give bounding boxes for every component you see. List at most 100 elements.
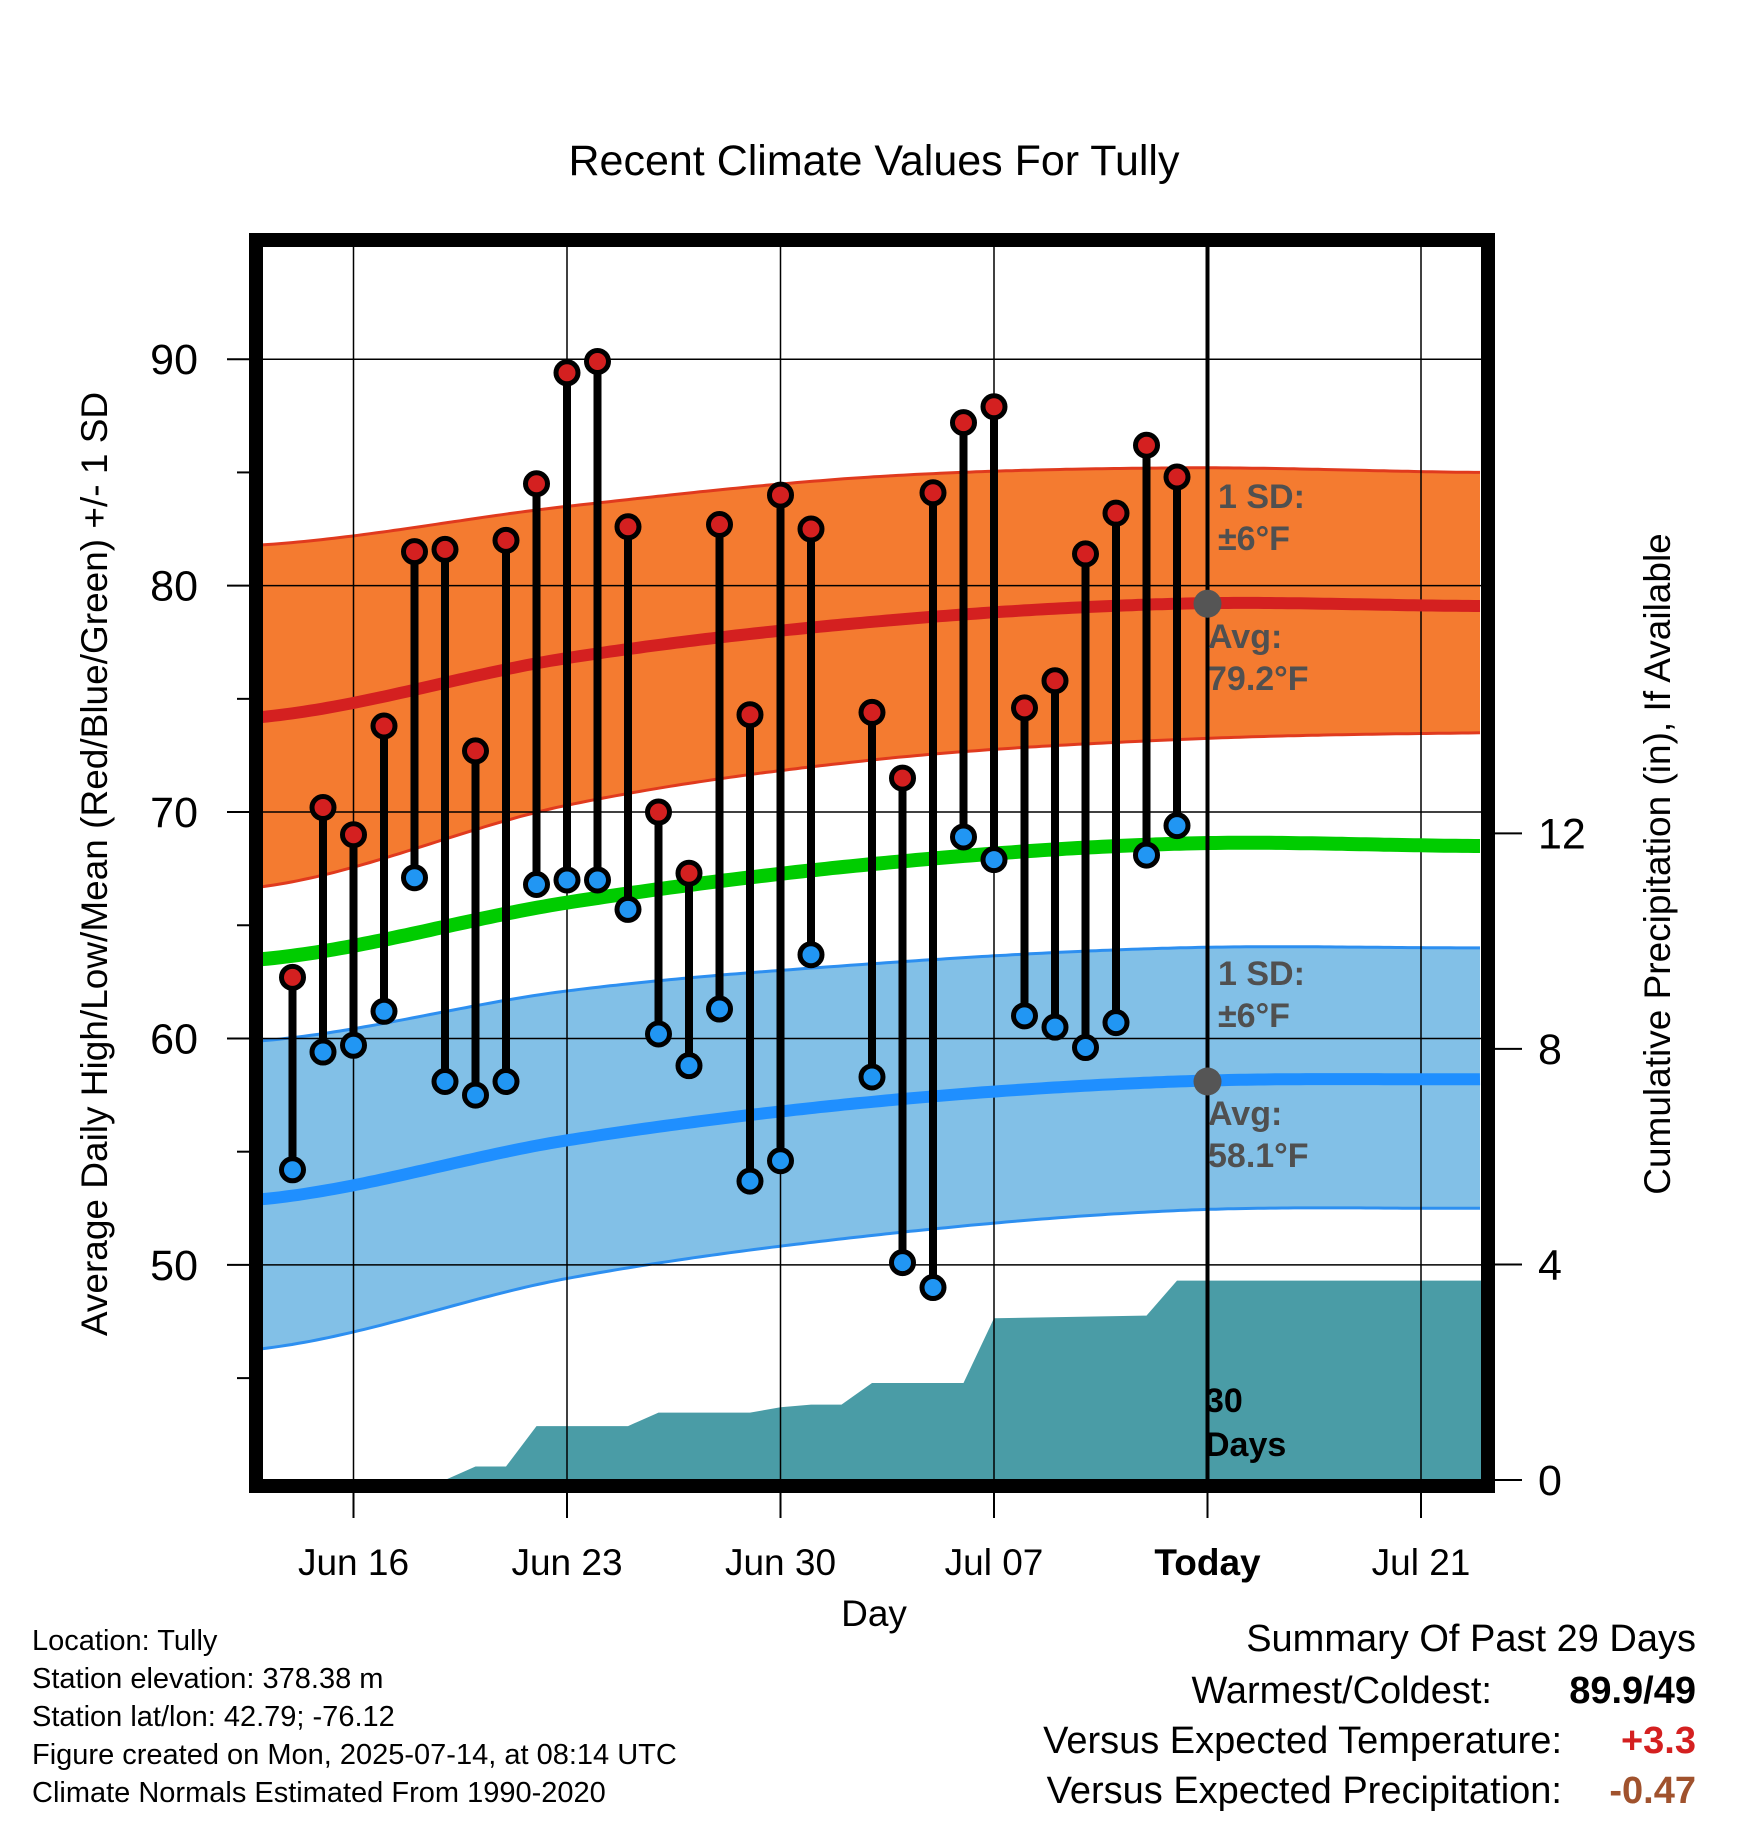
low-avg-line [262,1073,1481,1206]
summary-temp-value: +3.3 [1620,1720,1696,1762]
footer-elevation: Station elevation: 378.38 m [32,1663,384,1695]
daily-low-point [797,941,825,969]
daily-high-point [706,510,733,538]
daily-high-point [858,698,886,726]
daily-low-point [675,1052,703,1080]
daily-low-point [370,997,398,1025]
high-avg-line [262,596,1480,723]
low-avg-annotation: Avg: 58.1°F [1208,1095,1309,1175]
daily-high-point [340,821,367,849]
summary-title: Summary Of Past 29 Days [1246,1618,1696,1660]
daily-low-point [858,1063,886,1091]
daily-low-point [309,1038,337,1066]
daily-high-point [980,393,1008,421]
plot-frame [249,233,1495,1493]
daily-high-point [919,479,947,507]
daily-low-point [645,1020,672,1048]
daily-low-point [919,1274,947,1302]
daily-low-point [1133,841,1160,869]
today-low-marker [1193,1067,1222,1096]
daily-low-point [279,1156,306,1184]
daily-high-point [675,859,703,887]
daily-high-point [279,963,306,991]
daily-low-point [767,1147,794,1175]
daily-high-point [1163,463,1191,491]
precip-area [262,1280,1482,1480]
daily-low-point [1011,1002,1038,1030]
daily-high-point [309,794,337,822]
x-tick-label: Jun 16 [298,1542,409,1583]
summary-temp-label: Versus Expected Temperature: [1043,1720,1562,1762]
high-sd-annotation: 1 SD: ±6°F [1218,478,1305,558]
daily-low-point [462,1081,489,1109]
daily-high-point [1011,694,1038,722]
y-tick-label: 60 [150,1015,198,1063]
daily-high-point [401,538,428,566]
y2-tick-label: 12 [1538,810,1586,858]
daily-high-point [492,526,520,554]
daily-low-point [950,823,977,851]
summary-precip-value: -0.47 [1609,1770,1696,1812]
daily-high-point [950,409,977,437]
x-tick-label: Jul 21 [1372,1542,1471,1583]
daily-high-point [1102,499,1130,527]
daily-high-point [889,764,916,792]
low-sd-annotation: 1 SD: ±6°F [1218,955,1305,1035]
daily-low-point [1072,1034,1099,1062]
low-sd-lower-line [262,1206,1480,1351]
daily-low-point [492,1067,520,1095]
summary-warmest-value: 89.9/49 [1569,1670,1696,1712]
y2-axis-label: Cumulative Precipitation (in), If Availa… [1637,533,1678,1195]
y2-tick-label: 4 [1538,1241,1562,1289]
daily-low-point [1163,812,1191,840]
y-axis-label: Average Daily High/Low/Mean (Red/Blue/Gr… [74,392,115,1336]
x-tick-label: Jun 23 [511,1542,622,1583]
x-tick-label: Jul 07 [945,1542,1044,1583]
high-avg-annotation: Avg: 79.2°F [1208,618,1309,698]
footer-latlon: Station lat/lon: 42.79; -76.12 [32,1701,395,1733]
daily-high-point [614,513,642,541]
y-tick-label: 70 [150,789,198,837]
y-tick-label: 80 [150,563,198,611]
y-tick-label: 50 [150,1242,198,1290]
x-tick-label: Today [1154,1542,1261,1583]
summary-precip-row: Versus Expected Precipitation: -0.47 [1047,1770,1696,1813]
daily-high-point [645,798,672,826]
plot-layer: 1 SD: ±6°F Avg: 79.2°F 1 SD: ±6°F Avg: 58.1°F 30… [150,233,1586,1583]
daily-high-point [584,347,611,375]
daily-high-point [797,515,825,543]
summary-warmest-label: Warmest/Coldest: [1191,1670,1492,1712]
daily-low-point [340,1031,367,1059]
footer-location: Location: Tully [32,1625,218,1657]
daily-high-point [523,470,550,498]
daily-low-point [401,864,428,892]
x-axis-label: Day [841,1593,907,1634]
y-tick-label: 90 [150,336,198,384]
daily-low-point [1102,1009,1130,1037]
daily-high-point [1133,431,1160,459]
daily-low-point [523,871,550,899]
plot-area: 1 SD: ±6°F Avg: 79.2°F 1 SD: ±6°F Avg: 58.1°F 30… [262,246,1482,1480]
daily-low-point [614,895,642,923]
summary-warmest-row: Warmest/Coldest: 89.9/49 [1191,1670,1696,1713]
footer-normals: Climate Normals Estimated From 1990-2020 [32,1777,606,1809]
daily-high-point [462,737,489,765]
daily-high-point [736,701,764,729]
daily-low-point [736,1167,764,1195]
daily-low-point [584,866,611,894]
daily-low-point [1041,1013,1069,1041]
daily-high-point [1041,667,1069,695]
today-days-label: 30 Days [1205,1382,1286,1464]
footer-created: Figure created on Mon, 2025-07-14, at 08… [32,1739,677,1771]
chart-title: Recent Climate Values For Tully [569,137,1180,185]
daily-high-point [431,535,459,563]
summary-temp-row: Versus Expected Temperature: +3.3 [1043,1720,1696,1763]
daily-low-point [980,846,1008,874]
y2-tick-label: 8 [1538,1026,1562,1074]
daily-high-point [767,481,794,509]
footer-info: Location: Tully Station elevation: 378.3… [32,1622,677,1812]
y2-tick-label: 0 [1538,1457,1562,1505]
daily-high-point [553,359,581,387]
daily-high-point [1072,540,1099,568]
